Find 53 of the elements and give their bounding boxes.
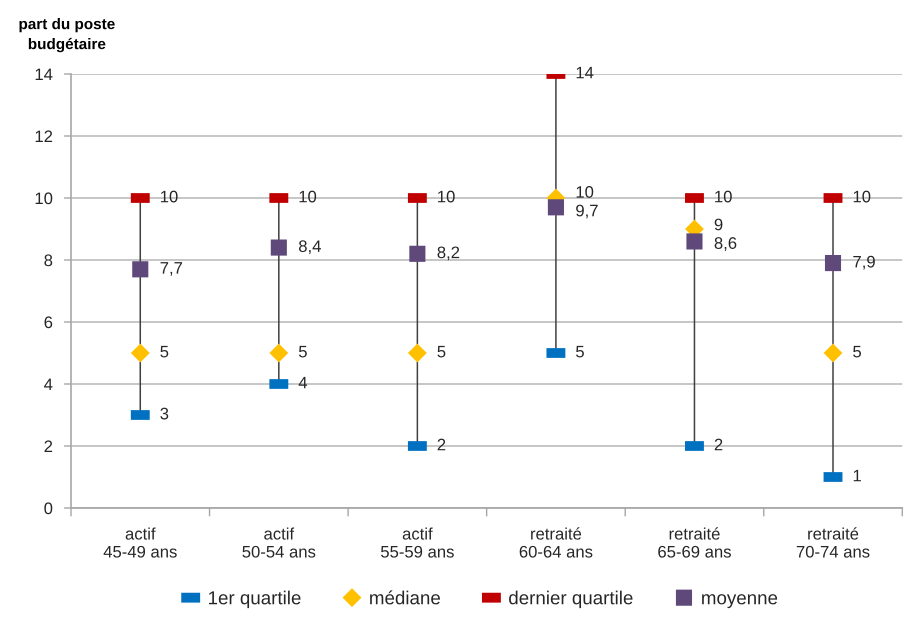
- legend-label: dernier quartile: [509, 590, 633, 608]
- data-label: 10: [854, 190, 870, 202]
- point: [548, 199, 564, 216]
- data-label: 10: [300, 190, 316, 202]
- data-label: 7,9: [853, 256, 875, 270]
- x-tick-label: retraité 70-74 ans: [796, 527, 870, 558]
- point: [408, 344, 427, 362]
- data-label: 8,6: [714, 237, 736, 251]
- data-label: 9: [714, 218, 722, 230]
- data-label: 7,7: [160, 262, 182, 276]
- data-label: 5: [160, 346, 168, 358]
- point: [131, 344, 150, 362]
- data-label: 14: [576, 66, 594, 78]
- data-label: 10: [715, 190, 732, 202]
- legend-label: médiane: [370, 590, 440, 604]
- data-label: 4: [298, 376, 308, 388]
- data-label: 5: [298, 346, 307, 358]
- point: [270, 240, 287, 256]
- data-label: 1: [854, 470, 861, 482]
- y-tick-label: 6: [44, 316, 52, 328]
- data-label: 2: [714, 438, 722, 450]
- data-label: 8,2: [438, 246, 460, 260]
- data-label: 8,4: [298, 240, 321, 254]
- y-tick-label: 2: [44, 440, 52, 452]
- y-tick-label: 14: [36, 68, 52, 80]
- data-label: 9,7: [576, 204, 598, 218]
- y-tick-label: 12: [36, 130, 52, 142]
- y-tick-label: 10: [36, 192, 52, 204]
- x-tick-label: actif 55-59 ans: [380, 527, 454, 558]
- y-tick-label: 0: [44, 502, 52, 514]
- x-tick-label: retraité 60-64 ans: [520, 527, 592, 558]
- y-tick-label: 4: [44, 378, 52, 390]
- y-axis-title: part du poste budgétaire: [19, 18, 115, 52]
- point: [824, 255, 842, 272]
- data-label: 5: [576, 346, 584, 358]
- x-tick-label: retraité 65-69 ans: [658, 527, 731, 558]
- point: [409, 246, 426, 262]
- point: [270, 344, 288, 362]
- legend-label: moyenne: [702, 594, 778, 608]
- y-tick-label: 8: [44, 254, 52, 266]
- point: [686, 233, 703, 250]
- data-label: 10: [438, 190, 455, 202]
- legend-label: 1er quartile: [209, 590, 301, 608]
- point: [132, 261, 148, 278]
- point: [824, 344, 842, 362]
- data-label: 3: [160, 408, 168, 420]
- data-label: 5: [853, 346, 862, 358]
- data-label: 5: [437, 346, 446, 358]
- data-label: 10: [576, 186, 594, 198]
- x-tick-label: actif 45-49 ans: [104, 527, 177, 558]
- data-label: 2: [438, 438, 446, 450]
- x-tick-label: actif 50-54 ans: [242, 527, 316, 558]
- data-label: 10: [160, 190, 178, 202]
